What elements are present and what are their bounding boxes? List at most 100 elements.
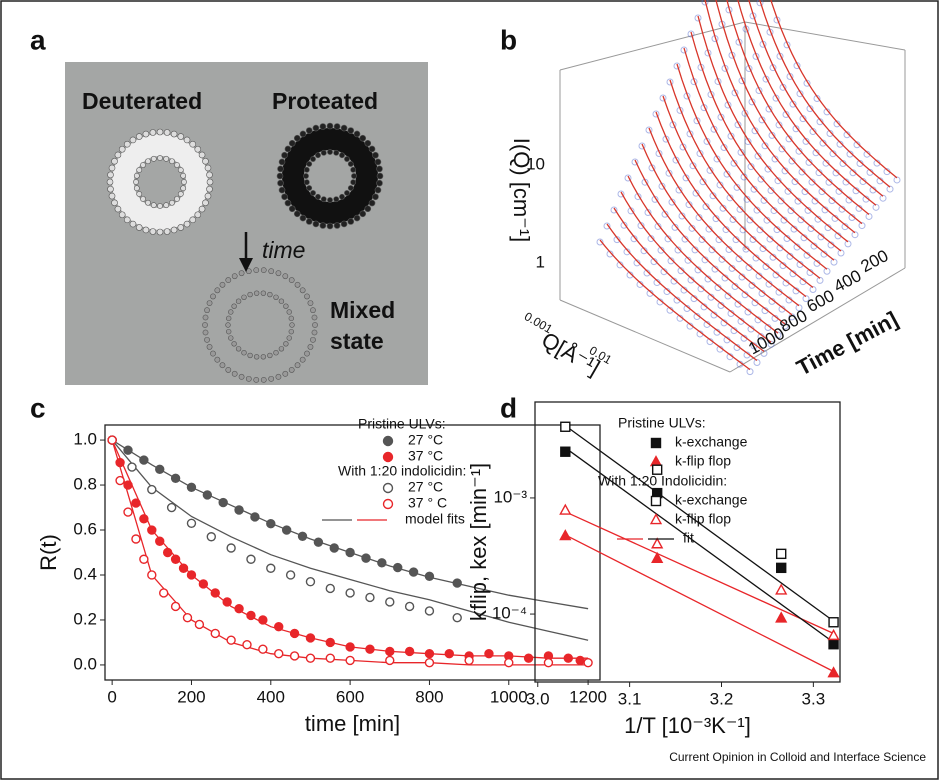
lipid-head (344, 156, 350, 162)
legend-label: k-exchange (675, 434, 748, 450)
lipid-head (114, 151, 122, 159)
lipid-head (177, 224, 185, 231)
b-point (795, 304, 803, 312)
point (305, 633, 316, 643)
b-point (781, 322, 789, 330)
lipid-head (289, 322, 295, 328)
legend-marker (649, 455, 663, 467)
lipid-head (288, 277, 295, 283)
lipid-head (145, 158, 151, 165)
lipid-head (288, 367, 295, 373)
b-point (833, 120, 841, 128)
lipid-head (177, 191, 184, 197)
b-point (774, 331, 782, 339)
b-point (674, 246, 682, 254)
lipid-head (170, 226, 178, 234)
b-point (616, 261, 624, 269)
lipid-head (368, 145, 376, 153)
b-point (633, 259, 641, 267)
fit-line (111, 439, 589, 641)
b-fit-curve (620, 191, 772, 343)
point (377, 558, 387, 568)
lipid-head (281, 151, 288, 159)
lipid-head (133, 179, 139, 185)
lipid-head (202, 157, 209, 165)
lipid-head (364, 205, 372, 213)
b-fit-curve (634, 159, 786, 325)
lipid-head (353, 214, 361, 222)
b-point (893, 176, 901, 184)
b-point (712, 215, 720, 223)
lipid-head (107, 185, 114, 193)
lipid-head (231, 341, 237, 347)
lipid-head (275, 270, 282, 277)
lipid-head (310, 190, 316, 196)
lipid-head (293, 134, 301, 142)
lipid-head (198, 151, 206, 159)
lipid-head (339, 193, 345, 200)
lipid-head (281, 193, 288, 201)
b-point (757, 175, 765, 183)
point (408, 567, 419, 577)
panel-label: d (500, 392, 517, 423)
lipid-head (214, 287, 221, 294)
lipid-head (372, 151, 379, 159)
plot-frame (534, 401, 841, 683)
b-point (816, 276, 824, 284)
point (274, 622, 284, 632)
legend-label: 37 ° C (408, 495, 447, 511)
point (170, 601, 181, 612)
legend-heading: Pristine ULVs: (618, 415, 706, 431)
point (297, 531, 308, 542)
label-mixed: Mixed (330, 297, 395, 323)
b-fit-curve (737, 0, 877, 206)
lipid-head (294, 362, 301, 369)
lipid-head (374, 186, 382, 194)
b-point (781, 167, 789, 175)
lipid-head (163, 129, 171, 136)
lipid-head (169, 158, 175, 165)
x-tick-label: 1200 (569, 687, 607, 706)
point (281, 525, 292, 535)
point (186, 482, 197, 492)
b-tick-label: 200 (858, 246, 892, 276)
lipid-head (180, 185, 187, 192)
lipid-head (304, 293, 310, 300)
b-point (659, 94, 667, 102)
b-fit-curve (759, 0, 891, 188)
lipid-head (326, 122, 334, 130)
lipid-head (183, 136, 191, 144)
point (560, 446, 571, 457)
lipid-head (194, 211, 202, 219)
lipid-head (282, 273, 289, 280)
b-point (784, 187, 792, 195)
lipid-head (108, 164, 116, 172)
point (651, 537, 664, 549)
point (218, 497, 228, 508)
point (226, 543, 236, 553)
b-point (750, 185, 758, 193)
b-point (680, 46, 688, 54)
point (147, 484, 157, 495)
lipid-head (276, 172, 284, 180)
lipid-head (311, 314, 318, 321)
lipid-head (312, 220, 320, 228)
b-time-label: Time [min] (792, 306, 902, 380)
bilayer (282, 128, 378, 224)
x-tick-label: 1000 (490, 687, 528, 706)
point (329, 543, 339, 553)
lipid-head (157, 155, 163, 161)
point (107, 435, 117, 445)
label-deuterated: Deuterated (82, 88, 202, 114)
b-point (844, 240, 852, 248)
lipid-head (320, 149, 327, 156)
lipid-head (351, 173, 357, 179)
lipid-head (364, 139, 372, 147)
footer: Current Opinion in Colloid and Interface… (669, 750, 926, 764)
lipid-head (204, 336, 210, 343)
point (424, 571, 435, 582)
lipid-head (156, 228, 164, 236)
lipid-head (350, 166, 357, 173)
point (424, 657, 435, 668)
lipid-head (299, 130, 307, 138)
